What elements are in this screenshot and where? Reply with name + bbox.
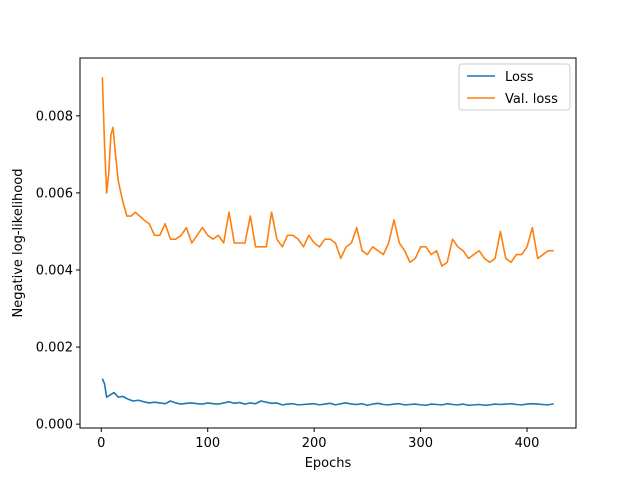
y-axis: 0.000 0.002 0.004 0.006 0.008	[36, 109, 80, 433]
plot-area	[80, 58, 576, 428]
series-line-0	[101, 378, 554, 407]
legend: Loss Val. loss	[458, 63, 571, 111]
x-axis-label: Epochs	[305, 456, 352, 471]
x-tick-label: 100	[195, 436, 220, 451]
y-tick-label: 0.006	[36, 186, 73, 201]
series-line-1	[101, 77, 554, 267]
series-layer	[101, 77, 554, 407]
y-tick-label: 0.004	[36, 263, 73, 278]
plot-frame	[79, 57, 577, 429]
legend-label-0: Loss	[505, 70, 534, 85]
y-tick-label: 0.008	[36, 109, 73, 124]
y-tick-label: 0.002	[36, 341, 73, 356]
x-tick-label: 400	[515, 436, 540, 451]
x-axis: 0 100 200 300 400	[97, 428, 539, 451]
x-tick-label: 0	[97, 436, 105, 451]
y-axis-label: Negative log-likelihood	[11, 169, 26, 318]
y-tick-label: 0.000	[36, 418, 73, 433]
x-tick-label: 300	[408, 436, 433, 451]
legend-label-1: Val. loss	[505, 92, 558, 107]
x-tick-label: 200	[302, 436, 327, 451]
